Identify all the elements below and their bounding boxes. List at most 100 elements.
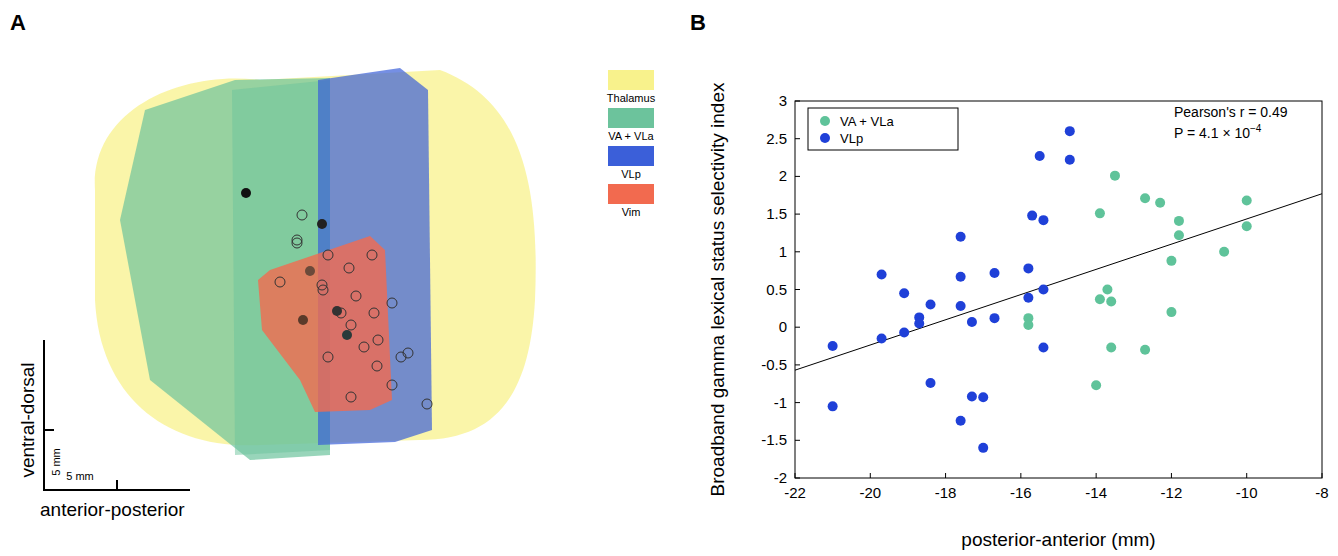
figure: A Thalamus VA + VLa VLp Vim 5 mm 5 mm ventral-d…: [0, 0, 1338, 556]
point: [877, 269, 887, 279]
legend-label: VLp: [621, 168, 641, 180]
x-tick: [1246, 473, 1247, 478]
point: [1166, 307, 1176, 317]
point: [1102, 285, 1112, 295]
point: [899, 327, 909, 337]
electrode: [317, 219, 327, 229]
legend-swatch: [608, 108, 654, 128]
plot-area: [795, 126, 1322, 453]
y-axis-title: Broadband gamma lexical status selectivi…: [707, 82, 728, 496]
axis-label: ventral-dorsal: [17, 362, 38, 477]
electrode: [332, 306, 342, 316]
point: [1095, 294, 1105, 304]
x-tick: [1096, 473, 1097, 478]
electrode: [305, 266, 315, 276]
y-tick: [795, 214, 800, 215]
point: [1035, 151, 1045, 161]
x-axis-title: posterior-anterior (mm): [961, 529, 1155, 550]
x-tick: [870, 473, 871, 478]
electrode: [372, 361, 382, 371]
x-tick-label: -20: [859, 484, 881, 501]
point: [978, 392, 988, 402]
point: [956, 416, 966, 426]
y-tick-label: 3: [779, 92, 787, 109]
point: [828, 401, 838, 411]
point: [1106, 343, 1116, 353]
point: [990, 268, 1000, 278]
panel-b: B-22-20-18-16-14-12-10-8-2-1.5-1-0.500.5…: [690, 10, 1329, 550]
point: [1091, 380, 1101, 390]
legend-label: VLp: [840, 131, 863, 146]
electrode: [342, 330, 352, 340]
x-tick: [795, 473, 796, 478]
x-tick-label: -8: [1315, 484, 1328, 501]
vim-region: [258, 236, 392, 412]
y-tick-label: 0: [779, 318, 787, 335]
y-tick: [795, 402, 800, 403]
annotation-superscript: −4: [1250, 123, 1262, 134]
y-tick: [795, 176, 800, 177]
y-tick-label: -0.5: [761, 356, 787, 373]
electrode: [241, 188, 251, 198]
y-tick-label: 1: [779, 243, 787, 260]
point: [877, 334, 887, 344]
electrode: [323, 352, 333, 362]
x-tick: [1020, 473, 1021, 478]
x-tick-label: -14: [1085, 484, 1107, 501]
annotation: P = 4.1 × 10−4: [1174, 123, 1262, 141]
axis-label: anterior-posterior: [40, 499, 185, 520]
legend-marker: [820, 133, 830, 143]
legend-box: [808, 108, 958, 150]
y-tick: [795, 289, 800, 290]
x-tick: [1171, 473, 1172, 478]
annotation: Pearson's r = 0.49: [1174, 104, 1288, 120]
point: [1023, 320, 1033, 330]
electrode: [298, 315, 308, 325]
point: [1027, 211, 1037, 221]
point: [967, 392, 977, 402]
legend-swatch: [608, 146, 654, 166]
legend-swatch: [608, 70, 654, 90]
y-tick: [795, 101, 800, 102]
panel-letter: A: [10, 10, 26, 35]
y-tick: [795, 440, 800, 441]
point: [1038, 215, 1048, 225]
point: [1065, 126, 1075, 136]
point: [990, 313, 1000, 323]
x-tick-label: -22: [784, 484, 806, 501]
point: [967, 317, 977, 327]
legend-label: Thalamus: [607, 92, 656, 104]
point: [956, 232, 966, 242]
y-tick: [795, 364, 800, 365]
point: [1110, 171, 1120, 181]
electrode: [403, 348, 413, 358]
scale-bar-tick: [44, 430, 117, 490]
legend-label: Vim: [622, 206, 641, 218]
legend-swatch: [608, 184, 654, 204]
x-tick-label: -16: [1010, 484, 1032, 501]
point: [1166, 256, 1176, 266]
y-tick-label: -2: [774, 469, 787, 486]
electrode: [373, 335, 383, 345]
electrode: [351, 291, 361, 301]
legend-label: VA + VLa: [840, 114, 894, 129]
electrode: [359, 342, 369, 352]
scale-label: 5 mm: [66, 470, 94, 482]
legend-label: VA + VLa: [608, 130, 654, 142]
y-tick-label: 2.5: [766, 130, 787, 147]
point: [899, 288, 909, 298]
point: [1023, 263, 1033, 273]
point: [1140, 345, 1150, 355]
x-tick-label: -12: [1161, 484, 1183, 501]
point: [1242, 221, 1252, 231]
electrode: [292, 238, 302, 248]
electrode: [318, 285, 328, 295]
y-tick: [795, 478, 800, 479]
point: [926, 378, 936, 388]
panel-a: A Thalamus VA + VLa VLp Vim 5 mm 5 mm ventral-d…: [10, 10, 656, 520]
legend-marker: [820, 116, 830, 126]
point: [828, 341, 838, 351]
electrode: [387, 380, 397, 390]
x-tick: [945, 473, 946, 478]
scale-label: 5 mm: [50, 448, 62, 476]
